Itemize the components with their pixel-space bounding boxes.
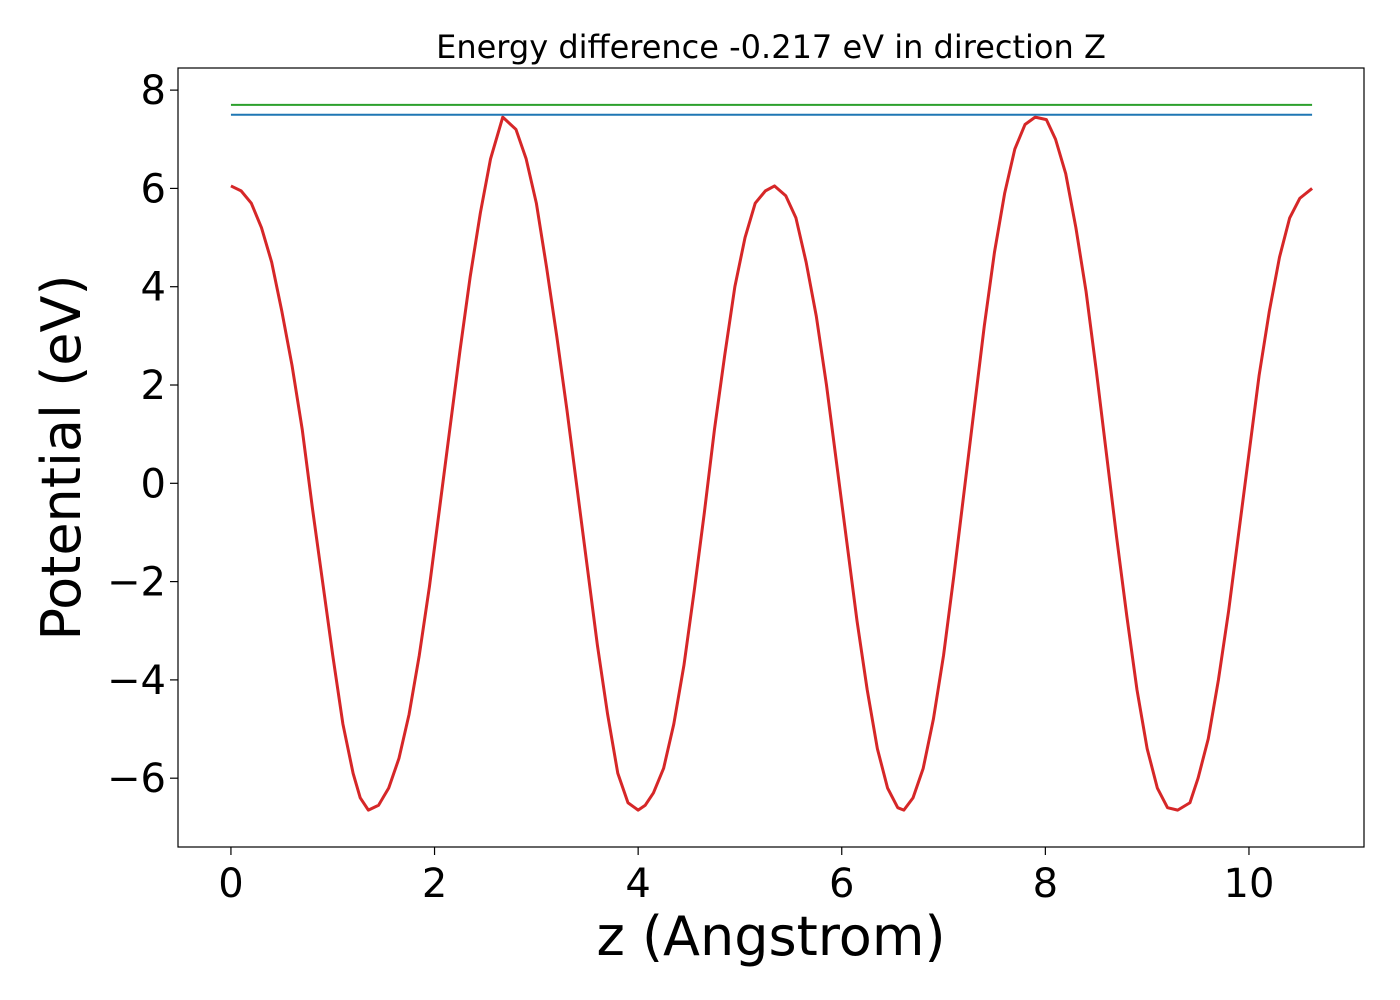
x-axis-ticks: 0 2 4 6 8 10 [218,847,1274,907]
series-line-1 [230,115,1314,812]
x-tick-label: 6 [829,861,854,907]
x-tick-label: 4 [625,861,650,907]
chart-title: Energy difference -0.217 eV in direction… [436,28,1106,66]
y-tick-label: 6 [141,166,166,212]
y-axis-label: Potential (eV) [30,274,93,640]
y-tick-label: −4 [107,658,166,704]
x-tick-label: 2 [422,861,447,907]
series-layer [230,103,1314,812]
y-tick-label: 4 [141,265,166,311]
y-tick-label: 8 [141,68,166,114]
y-axis-ticks: −6 −4 −2 0 2 4 6 8 [107,68,178,802]
x-tick-label: 0 [218,861,243,907]
x-axis-label: z (Angstrom) [596,905,945,968]
y-tick-label: −2 [107,560,166,606]
plot-frame [177,67,1365,848]
x-tick-label: 10 [1224,861,1275,907]
y-tick-label: −6 [107,756,166,802]
y-tick-label: 0 [141,461,166,507]
y-tick-label: 2 [141,363,166,409]
x-tick-label: 8 [1033,861,1058,907]
